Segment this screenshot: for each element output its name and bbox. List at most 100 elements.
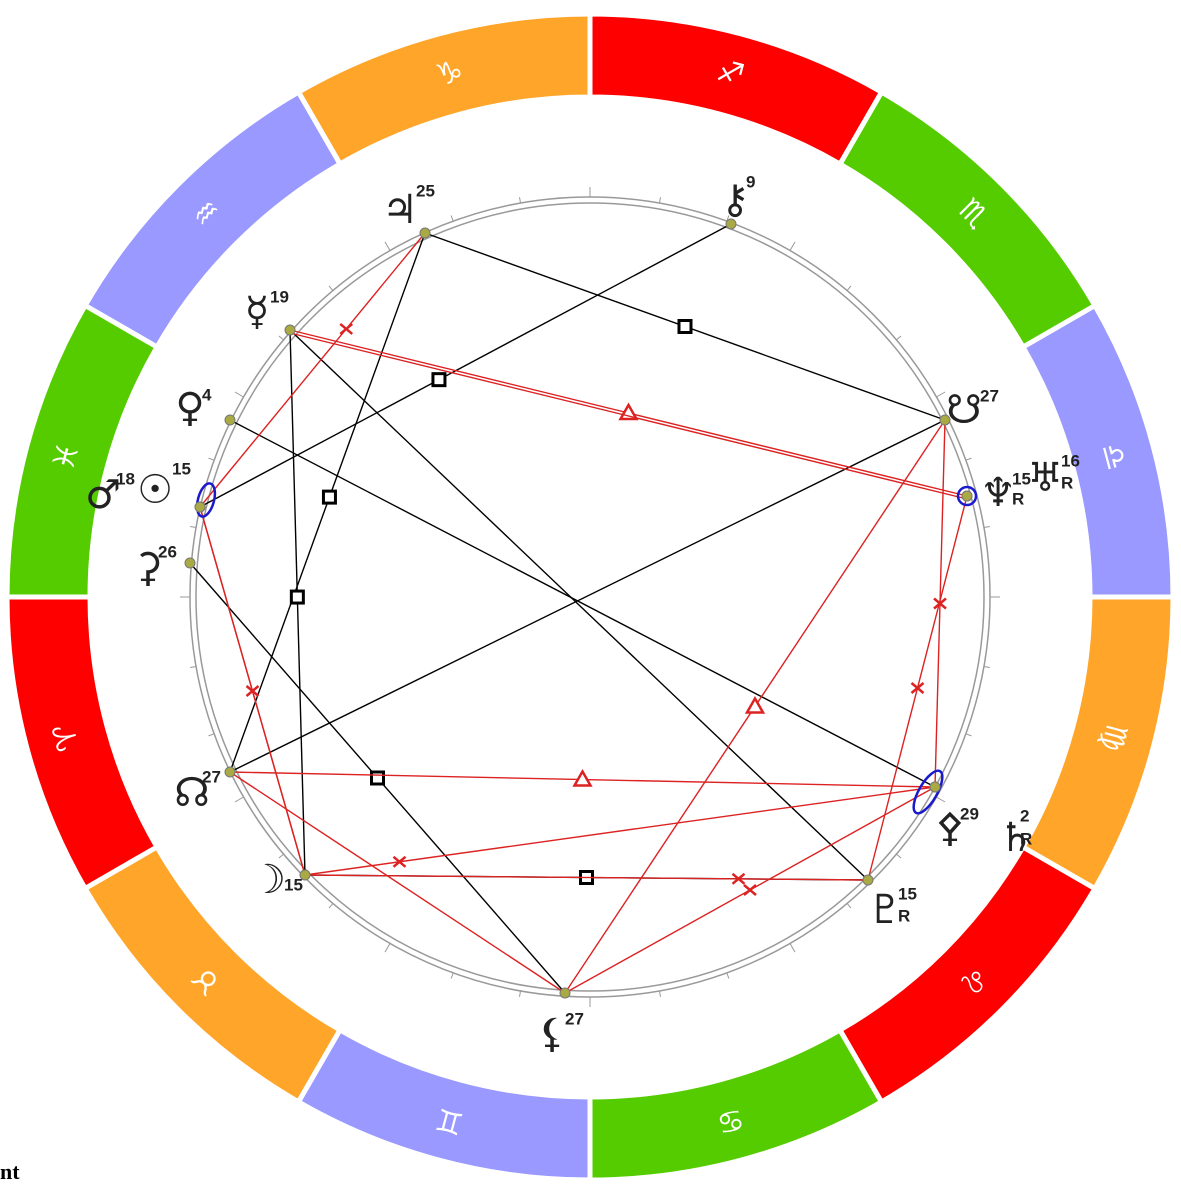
retrograde-mark: R	[1012, 489, 1024, 508]
aspect-line	[304, 786, 936, 876]
planet-degree: 27	[980, 386, 999, 405]
degree-tick	[328, 903, 334, 909]
aspect-trine	[744, 695, 766, 714]
aspect-line	[199, 223, 732, 508]
inner-circle	[195, 202, 985, 992]
aspect-square	[431, 372, 447, 388]
planet-dot	[284, 324, 296, 336]
planet-glyph: ☉	[137, 467, 173, 513]
planet-dot	[559, 987, 571, 999]
planet-glyph: ♆	[980, 470, 1016, 516]
aspect-line	[199, 506, 306, 876]
degree-tick	[658, 990, 661, 997]
planet-degree: 2	[1020, 806, 1029, 825]
planet-degree: 15	[172, 459, 191, 478]
planet-glyph: ♀	[175, 385, 204, 431]
degree-tick	[328, 285, 334, 291]
degree-tick	[278, 853, 284, 859]
degree-tick	[519, 197, 522, 204]
aspect-sextile	[910, 682, 925, 694]
planet-degree: 26	[158, 542, 177, 561]
degree-tick	[936, 391, 946, 398]
degree-tick	[846, 903, 852, 909]
aspect-square	[370, 770, 385, 786]
aspect-line	[304, 874, 869, 881]
aspect-line	[199, 232, 426, 508]
degree-tick	[983, 665, 990, 668]
degree-tick	[658, 197, 661, 204]
planet-dot	[184, 557, 196, 569]
degree-tick	[965, 733, 972, 737]
retrograde-mark: R	[1020, 829, 1032, 848]
conjunction-ring	[912, 769, 944, 815]
degree-tick	[936, 796, 946, 803]
degree-tick	[234, 796, 244, 803]
planet-dot	[961, 490, 973, 502]
retrograde-mark: R	[1061, 473, 1073, 492]
planet-degree: 25	[416, 181, 435, 200]
planet-glyph: ⚴	[935, 805, 964, 851]
planet-glyph: ♅	[1027, 455, 1063, 501]
conjunction-ring	[195, 482, 217, 518]
planet-dot	[939, 414, 951, 426]
degree-tick	[983, 526, 990, 529]
degree-tick	[896, 335, 902, 341]
degree-tick	[208, 457, 215, 461]
planet-degree: 29	[960, 804, 979, 823]
planet-dot	[419, 227, 431, 239]
aspect-square	[321, 489, 337, 505]
planet-degree: 18	[116, 469, 135, 488]
aspect-sextile	[743, 884, 757, 896]
degree-tick	[208, 733, 215, 737]
planet-dot	[299, 869, 311, 881]
degree-tick	[846, 285, 852, 291]
aspect-sextile	[731, 872, 746, 885]
degree-tick	[450, 215, 454, 222]
planet-glyph: ☽	[250, 857, 286, 903]
planet-degree: 27	[565, 1009, 584, 1028]
degree-tick	[190, 665, 197, 668]
planet-degree: 15	[898, 884, 917, 903]
planet-dot	[224, 766, 236, 778]
aspect-square	[289, 589, 305, 605]
degree-tick	[384, 241, 391, 251]
planet-glyph: ☊	[174, 770, 210, 816]
planet-degree: 15	[1012, 469, 1031, 488]
planet-glyph: ☿	[245, 289, 270, 335]
planet-degree: 19	[270, 287, 289, 306]
planet-glyph: ☋	[946, 387, 982, 433]
degree-tick	[450, 972, 454, 979]
planet-glyph: ⚳	[133, 545, 162, 591]
degree-tick	[726, 972, 730, 979]
degree-tick	[278, 335, 284, 341]
planet-degree: 16	[1061, 451, 1080, 470]
aspect-sextile	[392, 855, 407, 868]
aspect-line	[289, 332, 968, 500]
degree-tick	[384, 943, 391, 953]
planet-dot	[725, 218, 737, 230]
planet-glyph: ⚸	[537, 1011, 566, 1057]
planet-glyph: ♇	[867, 887, 903, 933]
planet-degree: 15	[284, 875, 303, 894]
planet-glyph: ⚷	[720, 177, 749, 223]
aspect-square	[677, 319, 693, 334]
aspect-line	[229, 419, 936, 788]
planet-glyph: ♂	[85, 472, 121, 518]
aspect-line	[229, 771, 566, 994]
planet-dot	[862, 874, 874, 886]
degree-tick	[190, 526, 197, 529]
planet-dot	[224, 414, 236, 426]
planet-glyph: ♃	[382, 187, 418, 233]
planet-dot	[194, 501, 206, 513]
zodiac-segment	[4, 302, 161, 600]
planet-degree: 27	[202, 767, 221, 786]
degree-tick	[965, 457, 972, 461]
planet-dot	[929, 781, 941, 793]
retrograde-mark: R	[898, 906, 910, 925]
aspect-sextile	[933, 597, 947, 610]
aspect-trine	[572, 768, 593, 787]
degree-tick	[896, 853, 902, 859]
degree-tick	[519, 990, 522, 997]
degree-tick	[789, 241, 796, 251]
